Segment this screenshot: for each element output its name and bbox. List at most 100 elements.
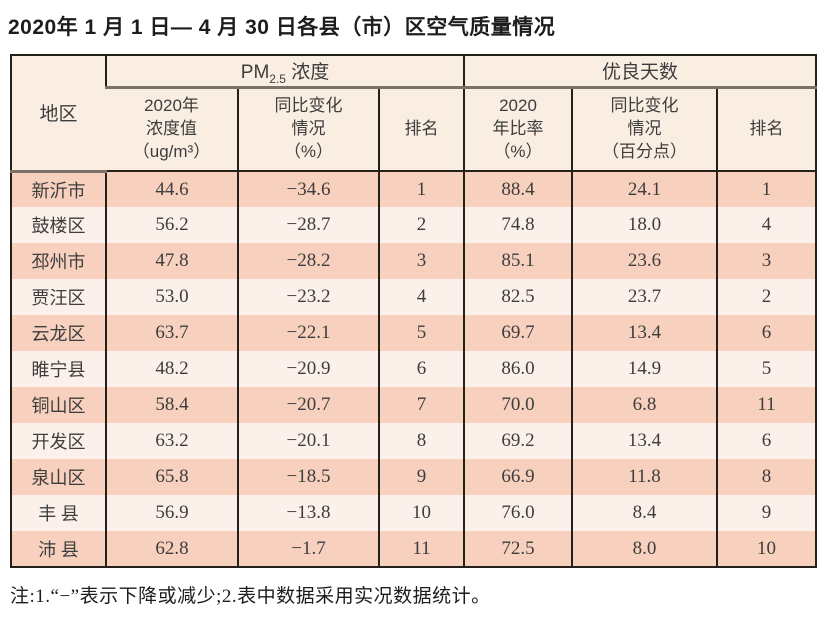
- good-days-group-header: 优良天数: [462, 55, 817, 89]
- pm-rank-cell: 9: [378, 459, 464, 495]
- pm-value-cell: 58.4: [105, 387, 238, 423]
- footnote: 注:1.“−”表示下降或减少;2.表中数据采用实况数据统计。: [10, 586, 491, 607]
- table-header: 地区 PM2.5 浓度 优良天数 2020年 浓度值 （ug/m³） 同比变化 …: [11, 55, 817, 173]
- pm-value-cell: 53.0: [105, 279, 238, 315]
- table-body: 新沂市 44.6 −34.6 1 88.4 24.1 1 鼓楼区 56.2 −2…: [11, 171, 817, 567]
- days-change-header: 同比变化 情况 （百分点）: [571, 87, 717, 172]
- pm-rank-header: 排名: [378, 87, 464, 172]
- pm-value-cell: 65.8: [105, 459, 238, 495]
- page: 2020年 1 月 1 日— 4 月 30 日各县（市）区空气质量情况 地区 P…: [0, 8, 825, 620]
- pm-rank-cell: 8: [378, 423, 464, 459]
- days-change-cell: 6.8: [571, 387, 717, 423]
- region-cell: 鼓楼区: [11, 207, 106, 243]
- pm-value-cell: 44.6: [105, 171, 238, 207]
- pm-value-cell: 47.8: [105, 243, 238, 279]
- region-cell: 开发区: [11, 423, 106, 459]
- pm-value-cell: 56.9: [105, 495, 238, 531]
- region-cell: 云龙区: [11, 315, 106, 351]
- pm-change-cell: −13.8: [237, 495, 379, 531]
- days-change-cell: 13.4: [571, 315, 717, 351]
- table-row: 睢宁县 48.2 −20.9 6 86.0 14.9 5: [11, 351, 817, 387]
- days-rate-cell: 86.0: [463, 351, 572, 387]
- region-column-header: 地区: [11, 55, 106, 173]
- days-rank-cell: 6: [715, 315, 817, 351]
- days-change-cell: 8.0: [571, 531, 717, 567]
- table-row: 铜山区 58.4 −20.7 7 70.0 6.8 11: [11, 387, 817, 423]
- days-change-cell: 13.4: [571, 423, 717, 459]
- pm-rank-cell: 1: [378, 171, 464, 207]
- pm-value-header: 2020年 浓度值 （ug/m³）: [106, 87, 238, 172]
- days-rank-cell: 11: [715, 387, 817, 423]
- days-rank-cell: 6: [715, 423, 817, 459]
- region-cell: 睢宁县: [11, 351, 106, 387]
- pm-change-cell: −1.7: [237, 531, 379, 567]
- region-cell: 新沂市: [11, 171, 106, 207]
- days-change-cell: 23.7: [571, 279, 717, 315]
- pm25-label: PM: [240, 62, 270, 84]
- days-change-cell: 8.4: [571, 495, 717, 531]
- days-rate-cell: 66.9: [463, 459, 572, 495]
- days-rate-cell: 76.0: [463, 495, 572, 531]
- pm-rank-cell: 4: [378, 279, 464, 315]
- pm-value-cell: 48.2: [105, 351, 238, 387]
- pm-change-cell: −18.5: [237, 459, 379, 495]
- pm-value-cell: 63.7: [105, 315, 238, 351]
- days-rate-cell: 82.5: [463, 279, 572, 315]
- days-rank-cell: 4: [715, 207, 817, 243]
- table-row: 泉山区 65.8 −18.5 9 66.9 11.8 8: [11, 459, 817, 495]
- pm-change-cell: −22.1: [237, 315, 379, 351]
- table-row: 新沂市 44.6 −34.6 1 88.4 24.1 1: [11, 171, 817, 207]
- pm25-label-suffix: 浓度: [285, 62, 330, 84]
- pm-change-cell: −34.6: [237, 171, 379, 207]
- days-change-cell: 14.9: [571, 351, 717, 387]
- table-row: 开发区 63.2 −20.1 8 69.2 13.4 6: [11, 423, 817, 459]
- pm-change-cell: −28.7: [237, 207, 379, 243]
- region-cell: 泉山区: [11, 459, 106, 495]
- pm-change-cell: −28.2: [237, 243, 379, 279]
- days-rate-cell: 69.2: [463, 423, 572, 459]
- pm-rank-cell: 6: [378, 351, 464, 387]
- days-rank-cell: 1: [715, 171, 817, 207]
- air-quality-table: 地区 PM2.5 浓度 优良天数 2020年 浓度值 （ug/m³） 同比变化 …: [10, 54, 818, 568]
- pm-rank-cell: 7: [378, 387, 464, 423]
- table-row: 贾汪区 53.0 −23.2 4 82.5 23.7 2: [11, 279, 817, 315]
- days-rate-cell: 70.0: [463, 387, 572, 423]
- days-change-cell: 11.8: [571, 459, 717, 495]
- table-row: 邳州市 47.8 −28.2 3 85.1 23.6 3: [11, 243, 817, 279]
- days-rate-cell: 88.4: [463, 171, 572, 207]
- days-rank-cell: 8: [715, 459, 817, 495]
- pm-rank-cell: 5: [378, 315, 464, 351]
- table-row: 沛 县 62.8 −1.7 11 72.5 8.0 10: [11, 531, 817, 567]
- days-rate-header: 2020 年比率 （%）: [463, 87, 572, 172]
- days-rank-cell: 2: [715, 279, 817, 315]
- pm-change-cell: −20.7: [237, 387, 379, 423]
- pm25-subscript: 2.5: [269, 72, 286, 87]
- days-rank-cell: 3: [715, 243, 817, 279]
- days-rate-cell: 72.5: [463, 531, 572, 567]
- region-cell: 丰 县: [11, 495, 106, 531]
- page-title: 2020年 1 月 1 日— 4 月 30 日各县（市）区空气质量情况: [8, 16, 556, 39]
- pm-change-cell: −20.9: [237, 351, 379, 387]
- pm-rank-cell: 11: [378, 531, 464, 567]
- days-change-cell: 23.6: [571, 243, 717, 279]
- pm-change-header: 同比变化 情况 （%）: [237, 87, 379, 172]
- days-rank-cell: 9: [715, 495, 817, 531]
- pm-rank-cell: 2: [378, 207, 464, 243]
- days-rank-cell: 10: [715, 531, 817, 567]
- days-rate-cell: 74.8: [463, 207, 572, 243]
- table-row: 鼓楼区 56.2 −28.7 2 74.8 18.0 4: [11, 207, 817, 243]
- table-row: 云龙区 63.7 −22.1 5 69.7 13.4 6: [11, 315, 817, 351]
- days-change-cell: 18.0: [571, 207, 717, 243]
- pm25-group-header: PM2.5 浓度: [105, 55, 464, 89]
- pm-change-cell: −23.2: [237, 279, 379, 315]
- days-rank-header: 排名: [715, 87, 817, 172]
- days-rate-cell: 69.7: [463, 315, 572, 351]
- region-cell: 贾汪区: [11, 279, 106, 315]
- pm-rank-cell: 3: [378, 243, 464, 279]
- group-header-row: 地区 PM2.5 浓度 优良天数: [11, 55, 817, 173]
- days-rate-cell: 85.1: [463, 243, 572, 279]
- pm-value-cell: 63.2: [105, 423, 238, 459]
- pm-rank-cell: 10: [378, 495, 464, 531]
- region-cell: 邳州市: [11, 243, 106, 279]
- table-row: 丰 县 56.9 −13.8 10 76.0 8.4 9: [11, 495, 817, 531]
